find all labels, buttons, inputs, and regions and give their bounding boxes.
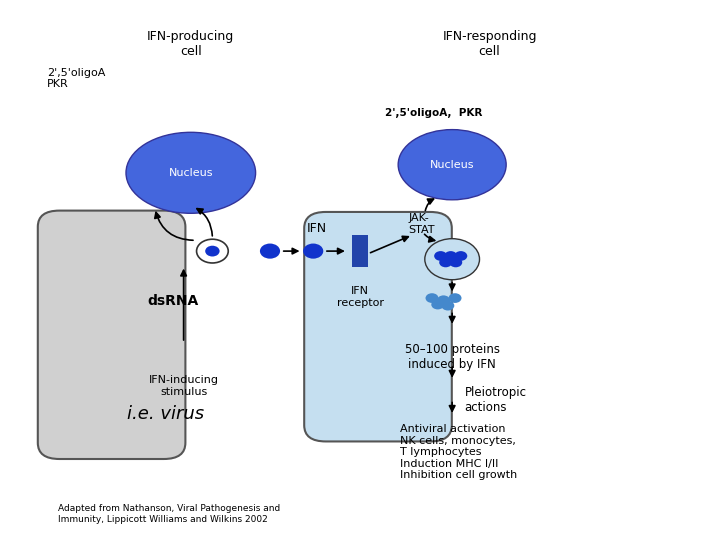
Text: 50–100 proteins
induced by IFN: 50–100 proteins induced by IFN xyxy=(405,343,500,371)
Ellipse shape xyxy=(126,132,256,213)
Text: dsRNA: dsRNA xyxy=(147,294,199,308)
Text: Pleiotropic
actions: Pleiotropic actions xyxy=(464,386,526,414)
Circle shape xyxy=(425,239,480,280)
Text: IFN-responding
cell: IFN-responding cell xyxy=(442,30,537,58)
Circle shape xyxy=(437,295,450,305)
Circle shape xyxy=(431,300,444,309)
Text: JAK-
STAT: JAK- STAT xyxy=(408,213,435,235)
Circle shape xyxy=(303,244,323,259)
FancyBboxPatch shape xyxy=(38,211,186,459)
Text: IFN
receptor: IFN receptor xyxy=(336,286,384,308)
Circle shape xyxy=(426,293,438,303)
Circle shape xyxy=(260,244,280,259)
Text: Nucleus: Nucleus xyxy=(430,160,474,170)
Text: IFN-inducing
stimulus: IFN-inducing stimulus xyxy=(148,375,219,397)
Circle shape xyxy=(444,251,457,261)
Circle shape xyxy=(441,301,454,310)
Text: 2',5'oligoA,  PKR: 2',5'oligoA, PKR xyxy=(385,108,482,118)
Text: IFN-producing
cell: IFN-producing cell xyxy=(147,30,235,58)
Text: Antiviral activation
NK cells, monocytes,
T lymphocytes
Induction MHC I/II
Inhib: Antiviral activation NK cells, monocytes… xyxy=(400,424,517,480)
Text: 2',5'oligoA
PKR: 2',5'oligoA PKR xyxy=(47,68,105,89)
Circle shape xyxy=(197,239,228,263)
Circle shape xyxy=(434,251,447,261)
Text: Adapted from Nathanson, Viral Pathogenesis and
Immunity, Lippicott Williams and : Adapted from Nathanson, Viral Pathogenes… xyxy=(58,504,280,524)
Text: i.e. virus: i.e. virus xyxy=(127,405,204,423)
Circle shape xyxy=(449,258,462,267)
Circle shape xyxy=(454,251,467,261)
FancyBboxPatch shape xyxy=(305,212,452,442)
Circle shape xyxy=(449,293,462,303)
Text: Nucleus: Nucleus xyxy=(168,168,213,178)
Text: IFN: IFN xyxy=(307,222,327,235)
Bar xyxy=(352,235,368,267)
Circle shape xyxy=(439,258,452,267)
Circle shape xyxy=(205,246,220,256)
Ellipse shape xyxy=(398,130,506,200)
